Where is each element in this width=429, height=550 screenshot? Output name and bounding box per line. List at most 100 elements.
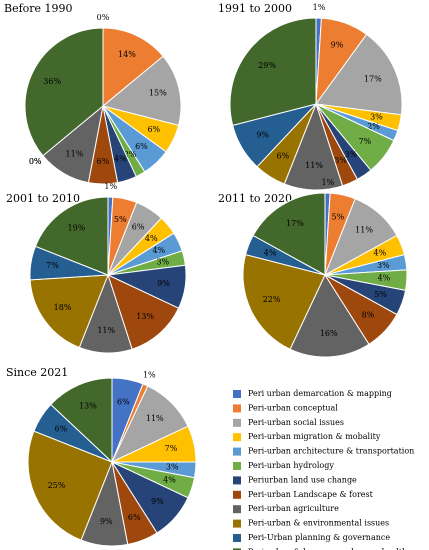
slice-label: 3% xyxy=(156,258,169,267)
slice-label: 11% xyxy=(305,161,323,170)
pie-title: Since 2021 xyxy=(6,366,68,379)
slice-label: 3% xyxy=(377,261,390,270)
legend-label: Peri-urban Landscape & forest xyxy=(248,490,374,499)
slice-label: 9% xyxy=(256,131,269,140)
pie-slice xyxy=(315,33,403,116)
slice-label: 2% xyxy=(367,122,380,131)
pie-slice xyxy=(252,192,326,276)
pie-2: 1991 to 2000 1%9%17%3%2%7%3%3%11%6%9%29% xyxy=(218,2,403,191)
slice-label: 3% xyxy=(344,150,357,159)
slice-label: 11% xyxy=(66,149,84,158)
slice-label: 9% xyxy=(331,41,344,50)
slice-label: 11% xyxy=(146,414,164,423)
legend-swatch xyxy=(233,490,241,499)
slice-label: 4% xyxy=(163,476,176,485)
legend-swatch xyxy=(233,548,241,550)
slice-label: 7% xyxy=(46,261,59,270)
legend-swatch xyxy=(233,534,241,542)
slice-label: 1% xyxy=(313,3,326,12)
slice-label: 5% xyxy=(374,290,387,299)
pie-title: 2001 to 2010 xyxy=(6,192,80,205)
slice-label: 16% xyxy=(320,329,338,338)
legend-label: Peri-urban & human non-human health xyxy=(248,547,407,550)
slice-label: 13% xyxy=(136,312,154,321)
slice-label: 2% xyxy=(124,150,137,159)
slice-label: 22% xyxy=(263,295,281,304)
pie-slice xyxy=(242,253,326,350)
slice-label: 5% xyxy=(114,215,127,224)
slice-label: 9% xyxy=(151,497,164,506)
pie-slice xyxy=(34,196,109,276)
slice-label: 1% xyxy=(104,182,117,191)
slice-label: 6% xyxy=(128,513,141,522)
legend-label: Peri-urban social issues xyxy=(248,418,344,427)
slice-label: 13% xyxy=(79,401,97,410)
slice-label: 15% xyxy=(149,89,167,98)
pie-title: 2011 to 2020 xyxy=(218,192,292,205)
legend-swatch xyxy=(233,433,241,442)
slice-label: 4% xyxy=(374,248,387,257)
slice-label: 14% xyxy=(118,50,136,59)
slice-label: 6% xyxy=(276,151,289,160)
pie-slice xyxy=(102,27,164,108)
slice-label: 17% xyxy=(364,74,382,83)
slice-label: 6% xyxy=(55,425,68,434)
slice-label: 4% xyxy=(152,246,165,255)
slice-label: 11% xyxy=(97,326,115,335)
slice-label: 6% xyxy=(132,223,145,232)
pie-4: 2011 to 2020 1% 5% 11% 4% 3% 4% 5% 8% 16% 22% 4% 17% xyxy=(218,178,408,358)
legend-swatch xyxy=(233,447,241,456)
slice-label: 0% xyxy=(97,13,110,22)
legend-label: Peri-urban migration & mobality xyxy=(248,432,381,441)
slice-label: 0% xyxy=(29,157,42,166)
pie-slice xyxy=(107,274,180,350)
slice-label: 3% xyxy=(166,463,179,472)
pie-slice xyxy=(29,274,109,349)
slice-label: 18% xyxy=(54,303,72,312)
legend-swatch xyxy=(233,519,241,528)
slice-label: 1% xyxy=(322,178,335,187)
slice-label: 11% xyxy=(355,226,373,235)
legend-swatch xyxy=(233,462,241,470)
slice-label: 17% xyxy=(286,219,304,228)
slice-label: 3% xyxy=(370,113,383,122)
slice-label: 4% xyxy=(378,274,391,283)
slice-label: 36% xyxy=(43,77,61,86)
legend-label: Peri-urban conceptual xyxy=(248,403,338,412)
legend-label: Peri-urban architecture & transportation xyxy=(248,447,414,456)
pie-slice xyxy=(229,17,317,126)
pie-slice xyxy=(289,273,370,358)
legend-swatch xyxy=(233,505,241,514)
slice-label: 19% xyxy=(68,224,86,233)
legend-label: Peri urban demarcation & mapping xyxy=(248,389,392,398)
slice-label: 6% xyxy=(97,157,110,166)
pie-slice xyxy=(24,27,104,157)
slice-label: 29% xyxy=(258,61,276,70)
pie-slice xyxy=(27,430,113,541)
slice-label: 4% xyxy=(145,234,158,243)
slice-label: 7% xyxy=(359,137,372,146)
slice-label: 9% xyxy=(157,279,170,288)
slice-label: 6% xyxy=(117,398,130,407)
legend-label: Peri-Urban planning & governance xyxy=(248,533,390,542)
slice-label: 6% xyxy=(135,142,148,151)
slice-label: 4% xyxy=(264,248,277,257)
legend-label: Peri-urban agriculture xyxy=(248,504,339,513)
legend-swatch xyxy=(233,476,241,485)
legend: Peri urban demarcation & mapping Peri-urb… xyxy=(233,389,414,550)
legend-label: Periurban land use change xyxy=(248,475,357,484)
slice-label: 0% xyxy=(29,157,42,166)
pie-slice xyxy=(101,55,182,127)
pie-title: 1991 to 2000 xyxy=(218,2,292,15)
slice-label: 4% xyxy=(114,154,127,163)
slice-label: 7% xyxy=(165,444,178,453)
slice-label: 8% xyxy=(362,310,375,319)
pie-title: Before 1990 xyxy=(4,2,73,15)
slice-label: 3% xyxy=(334,156,347,165)
pie-5: Since 2021 6% 1% 11% 7% 3% 4% 9% 6% 9% 25% 6% 13% xyxy=(6,366,197,547)
slice-label: 25% xyxy=(48,481,66,490)
slice-label: 6% xyxy=(147,125,160,134)
